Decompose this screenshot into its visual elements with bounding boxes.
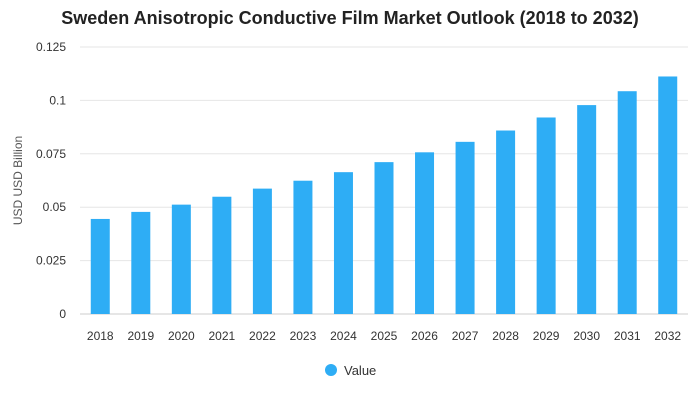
x-tick-label: 2023 [290, 329, 317, 343]
bar-2021[interactable] [212, 196, 232, 314]
x-tick-label: 2022 [249, 329, 276, 343]
bar-2029[interactable] [536, 117, 556, 314]
bar-2025[interactable] [374, 162, 394, 314]
x-tick-label: 2019 [127, 329, 154, 343]
x-tick-label: 2030 [573, 329, 600, 343]
y-axis-title: USD USD Billion [11, 136, 25, 225]
y-tick-label: 0.025 [36, 254, 66, 268]
bar-2019[interactable] [131, 211, 151, 314]
x-tick-label: 2032 [654, 329, 681, 343]
bar-2026[interactable] [415, 152, 435, 314]
y-tick-label: 0.075 [36, 147, 66, 161]
bar-2030[interactable] [577, 105, 597, 314]
y-tick-label: 0 [59, 307, 66, 321]
x-tick-label: 2029 [533, 329, 560, 343]
bar-2027[interactable] [455, 141, 475, 314]
bar-2020[interactable] [171, 204, 191, 314]
y-tick-label: 0.125 [36, 40, 66, 54]
x-tick-label: 2028 [492, 329, 519, 343]
x-axis: 2018 2019 2020 2021 2022 2023 2024 2025 2026 2027… [87, 329, 681, 343]
bar-2031[interactable] [617, 91, 637, 314]
x-tick-label: 2031 [614, 329, 641, 343]
chart-title: Sweden Anisotropic Conductive Film Marke… [61, 8, 639, 28]
legend-label-value: Value [344, 363, 376, 378]
x-tick-label: 2025 [371, 329, 398, 343]
bar-2018[interactable] [90, 218, 110, 314]
x-tick-label: 2018 [87, 329, 114, 343]
x-tick-label: 2027 [452, 329, 479, 343]
x-tick-label: 2026 [411, 329, 438, 343]
legend-marker-value [325, 364, 337, 376]
bar-layer [90, 76, 678, 314]
bar-2032[interactable] [658, 76, 678, 314]
y-axis: 0 0.025 0.05 0.075 0.1 0.125 [36, 40, 66, 321]
x-tick-label: 2020 [168, 329, 195, 343]
legend[interactable]: Value [325, 363, 376, 378]
x-tick-label: 2024 [330, 329, 357, 343]
bar-2028[interactable] [496, 130, 516, 314]
x-tick-label: 2021 [209, 329, 236, 343]
y-tick-label: 0.1 [49, 93, 66, 107]
bar-2023[interactable] [293, 180, 313, 314]
bar-2024[interactable] [333, 172, 353, 314]
y-tick-label: 0.05 [43, 200, 67, 214]
bar-2022[interactable] [252, 188, 272, 314]
